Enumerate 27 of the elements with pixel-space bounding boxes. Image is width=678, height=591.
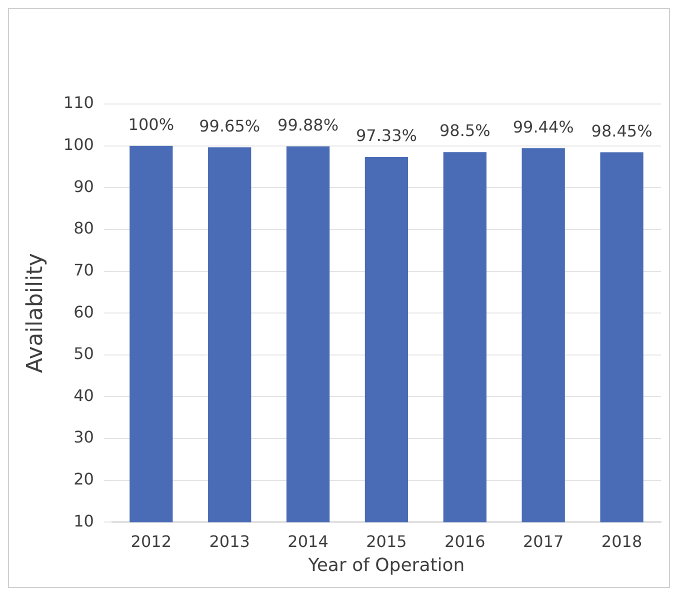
x-tick-label: 2015 — [366, 532, 407, 551]
data-label: 98.5% — [439, 121, 490, 140]
data-label: 97.33% — [356, 126, 417, 146]
x-tick-label: 2012 — [130, 532, 172, 551]
data-label: 99.65% — [199, 116, 260, 136]
y-tick-label: 70 — [74, 260, 94, 280]
y-tick-label: 30 — [74, 428, 94, 447]
x-tick-label: 2016 — [444, 532, 486, 551]
y-tick-label: 60 — [74, 302, 94, 322]
data-label: 99.88% — [278, 115, 339, 134]
x-tick-label: 2018 — [601, 532, 642, 551]
data-label: 98.45% — [591, 121, 652, 140]
x-tick-label: 2014 — [288, 532, 328, 551]
y-tick-label: 90 — [74, 176, 94, 196]
y-tick-label: 80 — [74, 218, 94, 238]
y-tick-label: 110 — [63, 93, 94, 112]
x-tick-label: 2017 — [522, 532, 564, 551]
y-tick-label: 40 — [74, 386, 94, 405]
y-tick-label: 50 — [74, 344, 94, 364]
data-label: 100% — [128, 114, 174, 134]
x-tick-label: 2013 — [209, 532, 250, 551]
data-label: 99.44% — [512, 117, 574, 136]
y-tick-label: 100 — [63, 134, 94, 154]
y-tick-label: 10 — [74, 511, 94, 530]
x-axis-title: Year of Operation — [307, 554, 465, 576]
y-axis-title: Availability — [22, 253, 48, 374]
y-tick-label: 20 — [74, 470, 94, 489]
